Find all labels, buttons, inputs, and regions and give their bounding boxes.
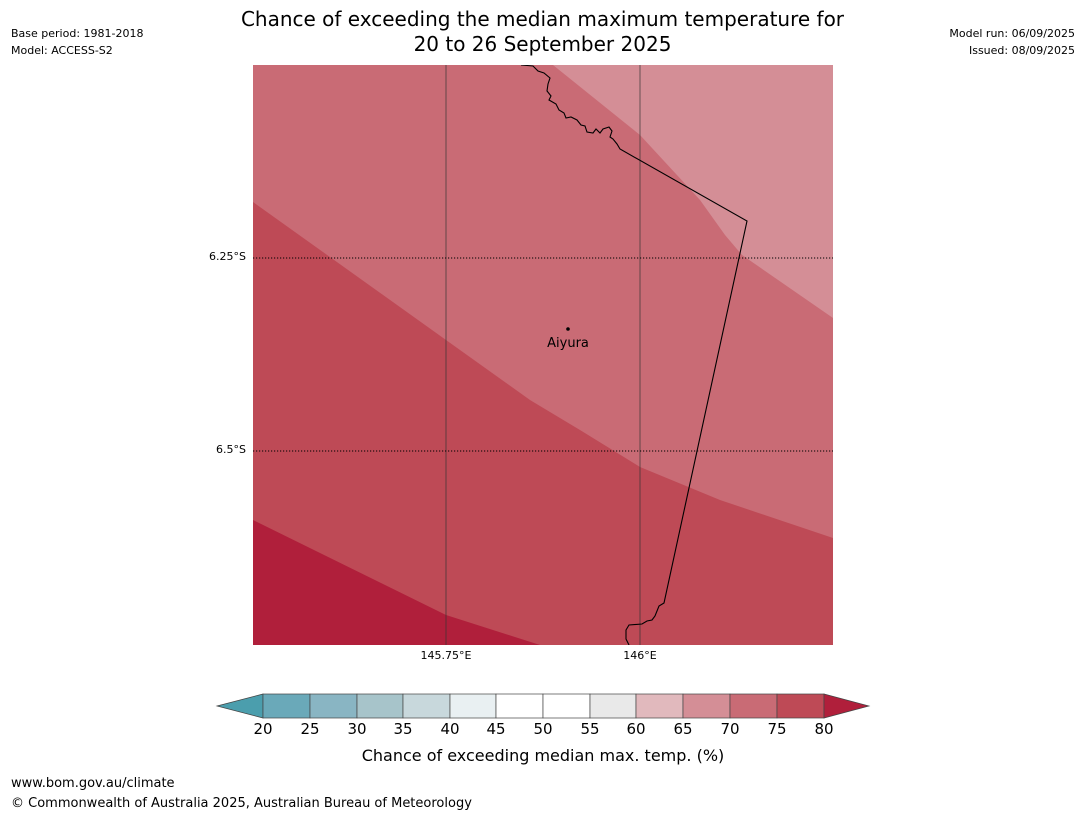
colorbar-tick: 80: [814, 720, 834, 738]
colorbar-45-50: [495, 693, 544, 719]
colorbar-25-30: [309, 693, 358, 719]
band-above-80: [253, 520, 540, 645]
colorbar-20-25: [262, 693, 311, 719]
colorbar-tick: 40: [440, 720, 460, 738]
map-panel: [253, 65, 833, 645]
lat-label-6-25: 6.25°S: [209, 250, 246, 263]
colorbar-tick: 70: [720, 720, 740, 738]
footer-url[interactable]: www.bom.gov.au/climate: [11, 776, 175, 791]
footer: www.bom.gov.au/climate © Commonwealth of…: [11, 774, 472, 814]
colorbar: [215, 693, 871, 719]
colorbar-50-55: [542, 693, 591, 719]
colorbar-arrow-low: [215, 693, 264, 719]
title-line-2: 20 to 26 September 2025: [413, 32, 672, 56]
lat-label-6-5: 6.5°S: [216, 443, 246, 456]
colorbar-tick: 25: [300, 720, 320, 738]
base-period-text: Base period: 1981-2018: [11, 27, 144, 40]
header-left: Base period: 1981-2018 Model: ACCESS-S2: [11, 25, 143, 59]
model-run-text: Model run: 06/09/2025: [949, 27, 1075, 40]
colorbar-tick: 30: [347, 720, 367, 738]
colorbar-65-70: [682, 693, 731, 719]
colorbar-tick: 75: [767, 720, 787, 738]
colorbar-tick: 50: [533, 720, 553, 738]
band-75-80: [253, 202, 833, 645]
lon-label-145-75: 145.75°E: [420, 649, 472, 662]
model-text: Model: ACCESS-S2: [11, 44, 113, 57]
map-title: Chance of exceeding the median maximum t…: [0, 7, 1085, 57]
colorbar-tick: 20: [253, 720, 273, 738]
colorbar-75-80: [776, 693, 825, 719]
province-boundary: [520, 65, 748, 645]
band-65-70: [553, 65, 833, 318]
title-line-1: Chance of exceeding the median maximum t…: [240, 7, 845, 31]
colorbar-tick: 45: [486, 720, 506, 738]
colorbar-arrow-high: [823, 693, 871, 719]
issued-text: Issued: 08/09/2025: [968, 44, 1075, 57]
footer-copyright: © Commonwealth of Australia 2025, Austra…: [11, 796, 472, 811]
colorbar-55-60: [589, 693, 637, 719]
colorbar-35-40: [402, 693, 451, 719]
colorbar-tick: 55: [580, 720, 600, 738]
header-right: Model run: 06/09/2025 Issued: 08/09/2025: [949, 25, 1075, 59]
colorbar-label: Chance of exceeding median max. temp. (%…: [361, 746, 725, 765]
aiyura-marker: [566, 327, 570, 331]
colorbar-60-65: [635, 693, 684, 719]
colorbar-tick: 35: [393, 720, 413, 738]
colorbar-40-45: [449, 693, 497, 719]
place-label-aiyura: Aiyura: [547, 336, 589, 351]
colorbar-tick: 65: [673, 720, 693, 738]
colorbar-tick: 60: [626, 720, 646, 738]
lon-label-146: 146°E: [623, 649, 657, 662]
colorbar-30-35: [356, 693, 404, 719]
colorbar-70-75: [729, 693, 778, 719]
